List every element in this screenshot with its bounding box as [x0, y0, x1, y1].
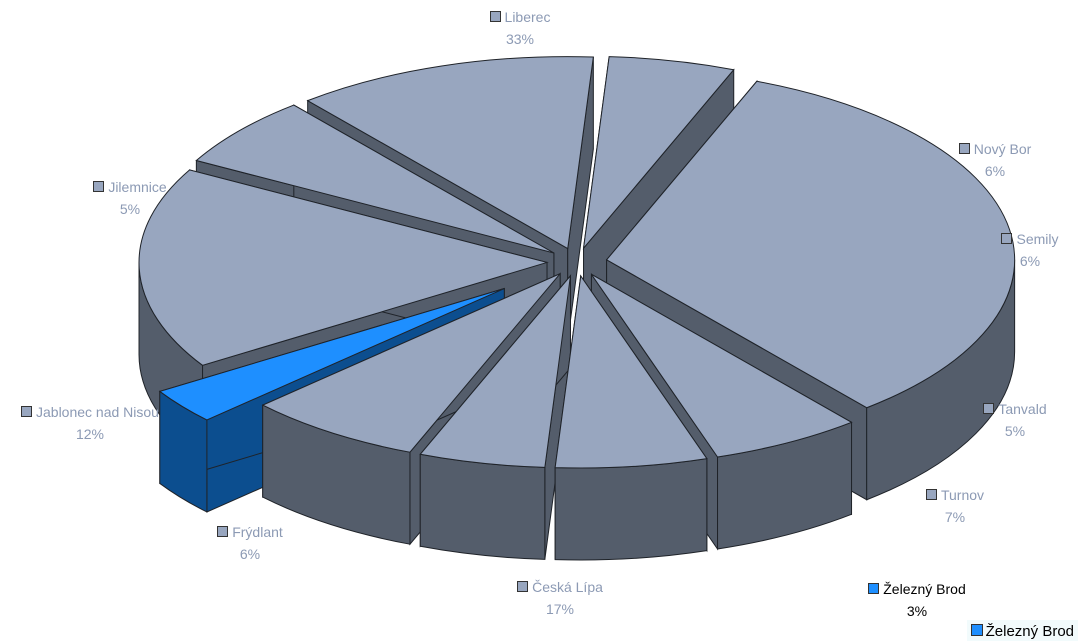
slice-name-text: Semily: [1016, 231, 1059, 247]
slice-swatch: [93, 181, 105, 192]
slice-label: Frýdlant 6%: [130, 521, 370, 565]
slice-rim: [419, 453, 546, 560]
slice-value: 12%: [75, 426, 105, 442]
slice-top: [306, 56, 594, 250]
slice-rim: [554, 458, 708, 561]
slice-value: 5%: [1004, 423, 1026, 439]
slice-swatch: [489, 11, 501, 22]
slice-swatch: [517, 581, 529, 592]
legend-swatch: [970, 624, 983, 636]
slice-name: Jablonec nad Nisou: [0, 401, 210, 423]
slice-top: [158, 288, 505, 421]
slice-label: Semily 6%: [910, 228, 1078, 272]
slice-swatch: [958, 143, 970, 154]
chart-legend: Železný Brod: [966, 620, 1078, 641]
slice-name: Železný Brod: [797, 578, 1037, 600]
slice-name: Česká Lípa: [440, 576, 680, 598]
slice-name-text: Česká Lípa: [532, 579, 603, 595]
slice-value: 17%: [545, 601, 575, 617]
pie-slice: [554, 274, 708, 561]
slice-value: 33%: [505, 31, 535, 47]
slice-name-text: Jilemnice: [108, 179, 167, 195]
slice-value: 3%: [906, 603, 928, 619]
slice-swatch: [983, 403, 995, 414]
slice-top: [582, 56, 735, 250]
pie-slice: [419, 274, 572, 560]
legend-label: Železný Brod: [985, 623, 1074, 640]
slice-top: [195, 104, 555, 254]
slice-value: 7%: [944, 509, 966, 525]
slice-label: Jablonec nad Nisou 12%: [0, 401, 210, 445]
slice-label: Liberec 33%: [400, 6, 640, 50]
slice-name-text: Jablonec nad Nisou: [36, 404, 159, 420]
slice-label: Železný Brod 3%: [797, 578, 1037, 622]
slice-name: Frýdlant: [130, 521, 370, 543]
slice-name-text: Tanvald: [998, 401, 1047, 417]
slice-label: Tanvald 5%: [895, 398, 1078, 442]
slice-top: [554, 274, 708, 469]
slice-name-text: Turnov: [940, 487, 985, 503]
slice-name-text: Železný Brod: [883, 581, 966, 597]
slice-swatch: [217, 526, 229, 537]
slice-label: Nový Bor 6%: [875, 138, 1078, 182]
slice-swatch: [868, 583, 880, 594]
slice-label: Jilemnice 5%: [10, 176, 250, 220]
slice-name: Liberec: [400, 6, 640, 28]
slice-top: [605, 80, 1016, 409]
slice-swatch: [21, 406, 32, 417]
slice-name-text: Frýdlant: [232, 524, 283, 540]
slice-value: 6%: [984, 163, 1006, 179]
slice-top: [261, 273, 561, 453]
slice-value: 6%: [239, 546, 261, 562]
slice-name: Tanvald: [895, 398, 1078, 420]
pie-slices: [138, 56, 1016, 561]
slice-swatch: [925, 489, 937, 500]
slice-label: Česká Lípa 17%: [440, 576, 680, 620]
slice-name: Turnov: [835, 484, 1075, 506]
slice-top: [419, 274, 572, 468]
slice-top: [138, 169, 549, 366]
slice-label: Turnov 7%: [835, 484, 1075, 528]
slice-name-text: Nový Bor: [973, 141, 1032, 157]
slice-name: Jilemnice: [10, 176, 250, 198]
slice-name-text: Liberec: [504, 9, 551, 25]
slice-name: Semily: [910, 228, 1078, 250]
slice-value: 6%: [1019, 253, 1041, 269]
slice-top: [591, 273, 853, 458]
slice-name: Nový Bor: [875, 138, 1078, 160]
slice-swatch: [1001, 233, 1013, 244]
slice-value: 5%: [119, 201, 141, 217]
